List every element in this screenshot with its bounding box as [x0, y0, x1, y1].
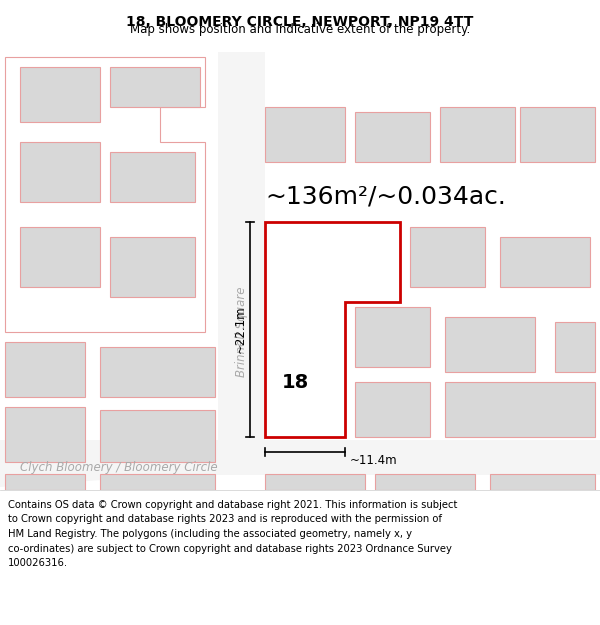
Polygon shape — [375, 474, 475, 490]
Polygon shape — [265, 222, 400, 437]
Polygon shape — [265, 474, 365, 490]
Text: co-ordinates) are subject to Crown copyright and database rights 2023 Ordnance S: co-ordinates) are subject to Crown copyr… — [8, 544, 452, 554]
Polygon shape — [0, 440, 218, 487]
Polygon shape — [520, 107, 595, 162]
Text: Clych Bloomery / Bloomery Circle: Clych Bloomery / Bloomery Circle — [20, 461, 218, 474]
Polygon shape — [490, 474, 595, 490]
Text: to Crown copyright and database rights 2023 and is reproduced with the permissio: to Crown copyright and database rights 2… — [8, 514, 442, 524]
Polygon shape — [555, 322, 595, 372]
Polygon shape — [5, 57, 205, 332]
Text: Map shows position and indicative extent of the property.: Map shows position and indicative extent… — [130, 23, 470, 36]
Polygon shape — [20, 227, 100, 287]
Polygon shape — [5, 474, 85, 490]
Text: ~136m²/~0.034ac.: ~136m²/~0.034ac. — [265, 185, 506, 209]
Polygon shape — [500, 237, 590, 287]
Polygon shape — [355, 307, 430, 367]
Polygon shape — [100, 474, 215, 490]
Polygon shape — [445, 317, 535, 372]
Polygon shape — [0, 440, 600, 475]
Polygon shape — [20, 142, 100, 202]
Text: 100026316.: 100026316. — [8, 558, 68, 568]
Polygon shape — [110, 152, 195, 202]
Polygon shape — [410, 227, 485, 287]
Polygon shape — [110, 237, 195, 297]
Polygon shape — [355, 382, 430, 437]
Polygon shape — [20, 67, 100, 122]
Text: Contains OS data © Crown copyright and database right 2021. This information is : Contains OS data © Crown copyright and d… — [8, 500, 457, 510]
Text: ~22.1m: ~22.1m — [233, 306, 247, 353]
Polygon shape — [265, 107, 345, 162]
Polygon shape — [445, 382, 595, 437]
Text: 18: 18 — [281, 372, 308, 391]
Polygon shape — [5, 407, 85, 462]
Polygon shape — [110, 67, 200, 107]
Text: Brinnell Square: Brinnell Square — [235, 287, 248, 378]
Text: 18, BLOOMERY CIRCLE, NEWPORT, NP19 4TT: 18, BLOOMERY CIRCLE, NEWPORT, NP19 4TT — [127, 14, 473, 29]
Polygon shape — [5, 342, 85, 397]
Polygon shape — [100, 347, 215, 397]
Polygon shape — [100, 410, 215, 462]
Polygon shape — [440, 107, 515, 162]
Text: HM Land Registry. The polygons (including the associated geometry, namely x, y: HM Land Registry. The polygons (includin… — [8, 529, 412, 539]
Text: ~11.4m: ~11.4m — [350, 454, 398, 467]
Polygon shape — [355, 112, 430, 162]
Polygon shape — [218, 52, 265, 440]
